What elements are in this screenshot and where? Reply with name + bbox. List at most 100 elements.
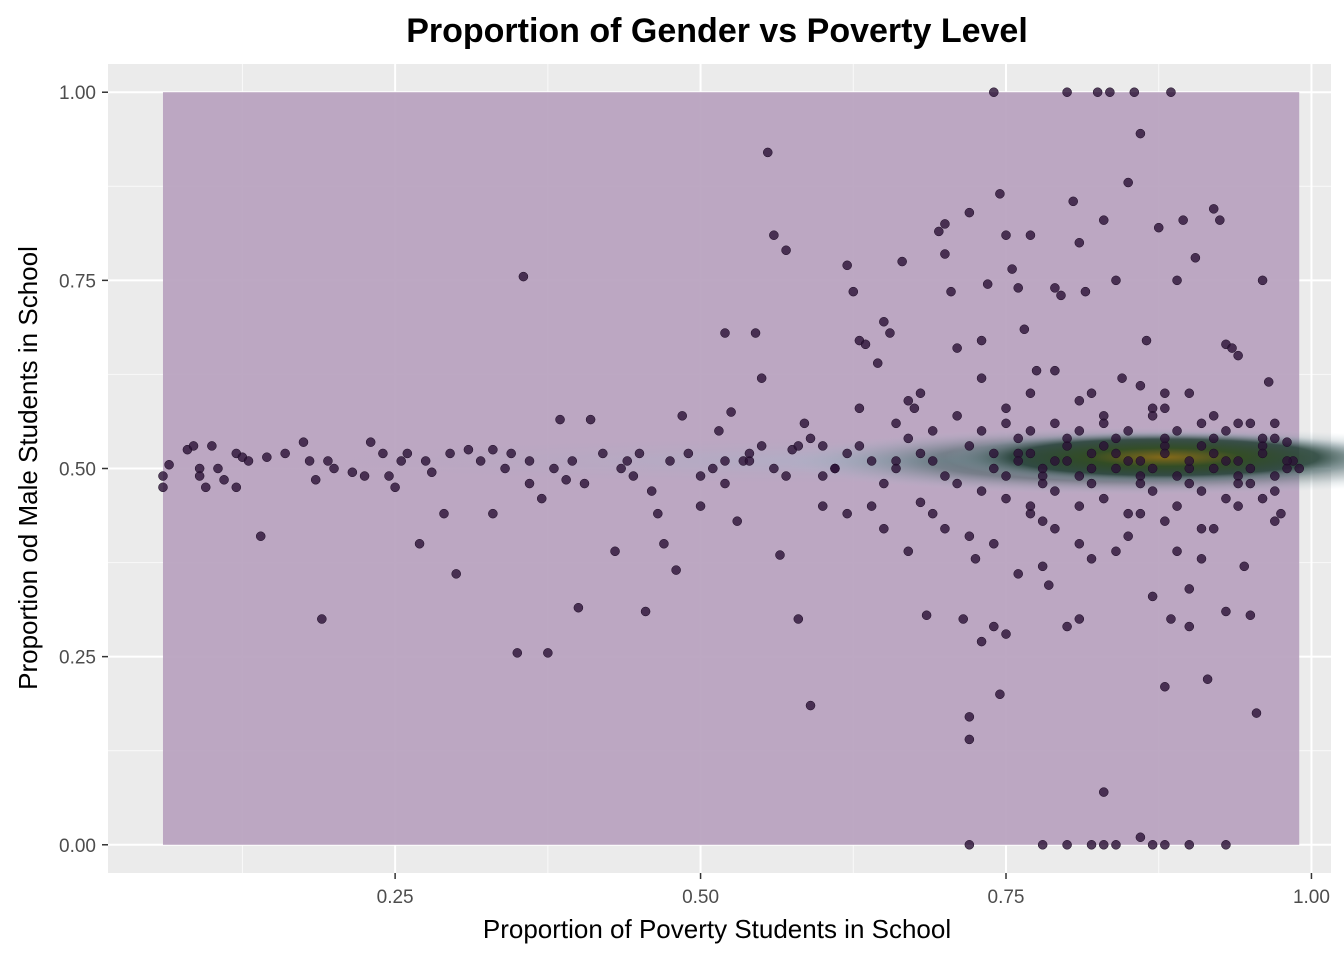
data-point [1025,448,1036,459]
data-point [628,471,639,481]
data-point [1215,215,1225,225]
data-point [653,508,663,519]
data-point [598,448,608,459]
data-point [640,606,651,617]
data-point [1294,463,1304,474]
data-point [830,463,840,474]
data-point [1221,493,1231,504]
data-point [952,343,962,353]
data-point [1147,840,1158,850]
data-point [1172,471,1182,481]
data-point [989,448,999,459]
data-point [1178,215,1188,225]
data-point [1129,87,1140,97]
data-point [585,414,596,425]
data-point [1086,463,1097,474]
data-point [347,467,358,478]
data-point [720,456,730,466]
data-point [1160,403,1170,414]
x-tick-label: 0.75 [988,887,1025,908]
data-point [488,444,498,455]
data-point [1050,456,1060,466]
data-point [1166,614,1176,624]
data-point [665,456,675,466]
data-point [207,441,217,451]
data-point [1086,554,1097,564]
data-point [402,448,413,459]
data-point [1074,539,1085,549]
data-point [555,414,565,425]
data-point [1184,456,1195,466]
data-point [976,373,987,383]
data-point [976,335,987,346]
x-tick-label: 0.50 [682,887,719,908]
data-point [500,463,510,474]
data-point [396,456,406,466]
data-point [390,482,400,493]
x-tick-label: 1.00 [1293,887,1330,908]
data-point [1062,87,1072,97]
data-point [1013,283,1023,293]
data-point [1263,377,1274,387]
data-point [634,448,645,459]
data-point [1135,128,1146,139]
data-point [1270,486,1280,496]
data-point [451,569,461,579]
data-point [976,636,987,647]
data-point [1141,335,1152,346]
data-point [1025,426,1036,436]
data-point [1196,486,1207,496]
data-point [1037,516,1048,526]
x-axis-title: Proportion of Poverty Students in School [483,914,951,944]
data-point [1117,373,1127,383]
data-point [384,471,394,481]
data-point [982,279,993,289]
data-point [1086,388,1097,398]
data-point [1056,290,1066,301]
density-overlay [162,92,1344,845]
data-point [891,463,901,474]
data-point [1245,478,1256,489]
data-point [708,463,718,474]
data-point [842,508,852,519]
data-point [769,230,779,240]
data-point [1135,380,1146,391]
data-point [1172,546,1182,557]
data-point [1202,674,1213,684]
data-point [317,614,327,624]
data-point [1208,448,1219,459]
data-point [1147,411,1158,421]
data-point [1062,621,1072,632]
data-point [1074,396,1085,406]
data-point [995,189,1005,199]
data-point [964,531,975,541]
data-point [952,411,962,421]
data-point [1050,486,1060,496]
data-point [940,249,950,259]
data-point [1068,196,1078,207]
data-point [866,456,877,466]
data-point [1147,486,1158,496]
data-point [427,467,437,478]
data-point [750,328,761,338]
data-point [1153,222,1164,233]
data-point [659,539,669,549]
data-point [1160,448,1170,459]
data-point [298,437,309,447]
data-point [1239,561,1250,572]
data-point [976,486,987,496]
data-point [1013,456,1023,466]
data-point [1098,215,1109,225]
data-point [927,456,938,466]
y-tick-label: 0.50 [59,460,96,481]
data-point [940,219,950,229]
data-point [989,463,999,474]
data-point [1245,418,1256,429]
data-point [683,448,694,459]
data-point [1001,418,1011,429]
data-point [1086,478,1097,489]
data-point [1098,493,1109,504]
data-point [561,475,571,485]
data-point [695,501,706,511]
data-point [622,456,633,466]
